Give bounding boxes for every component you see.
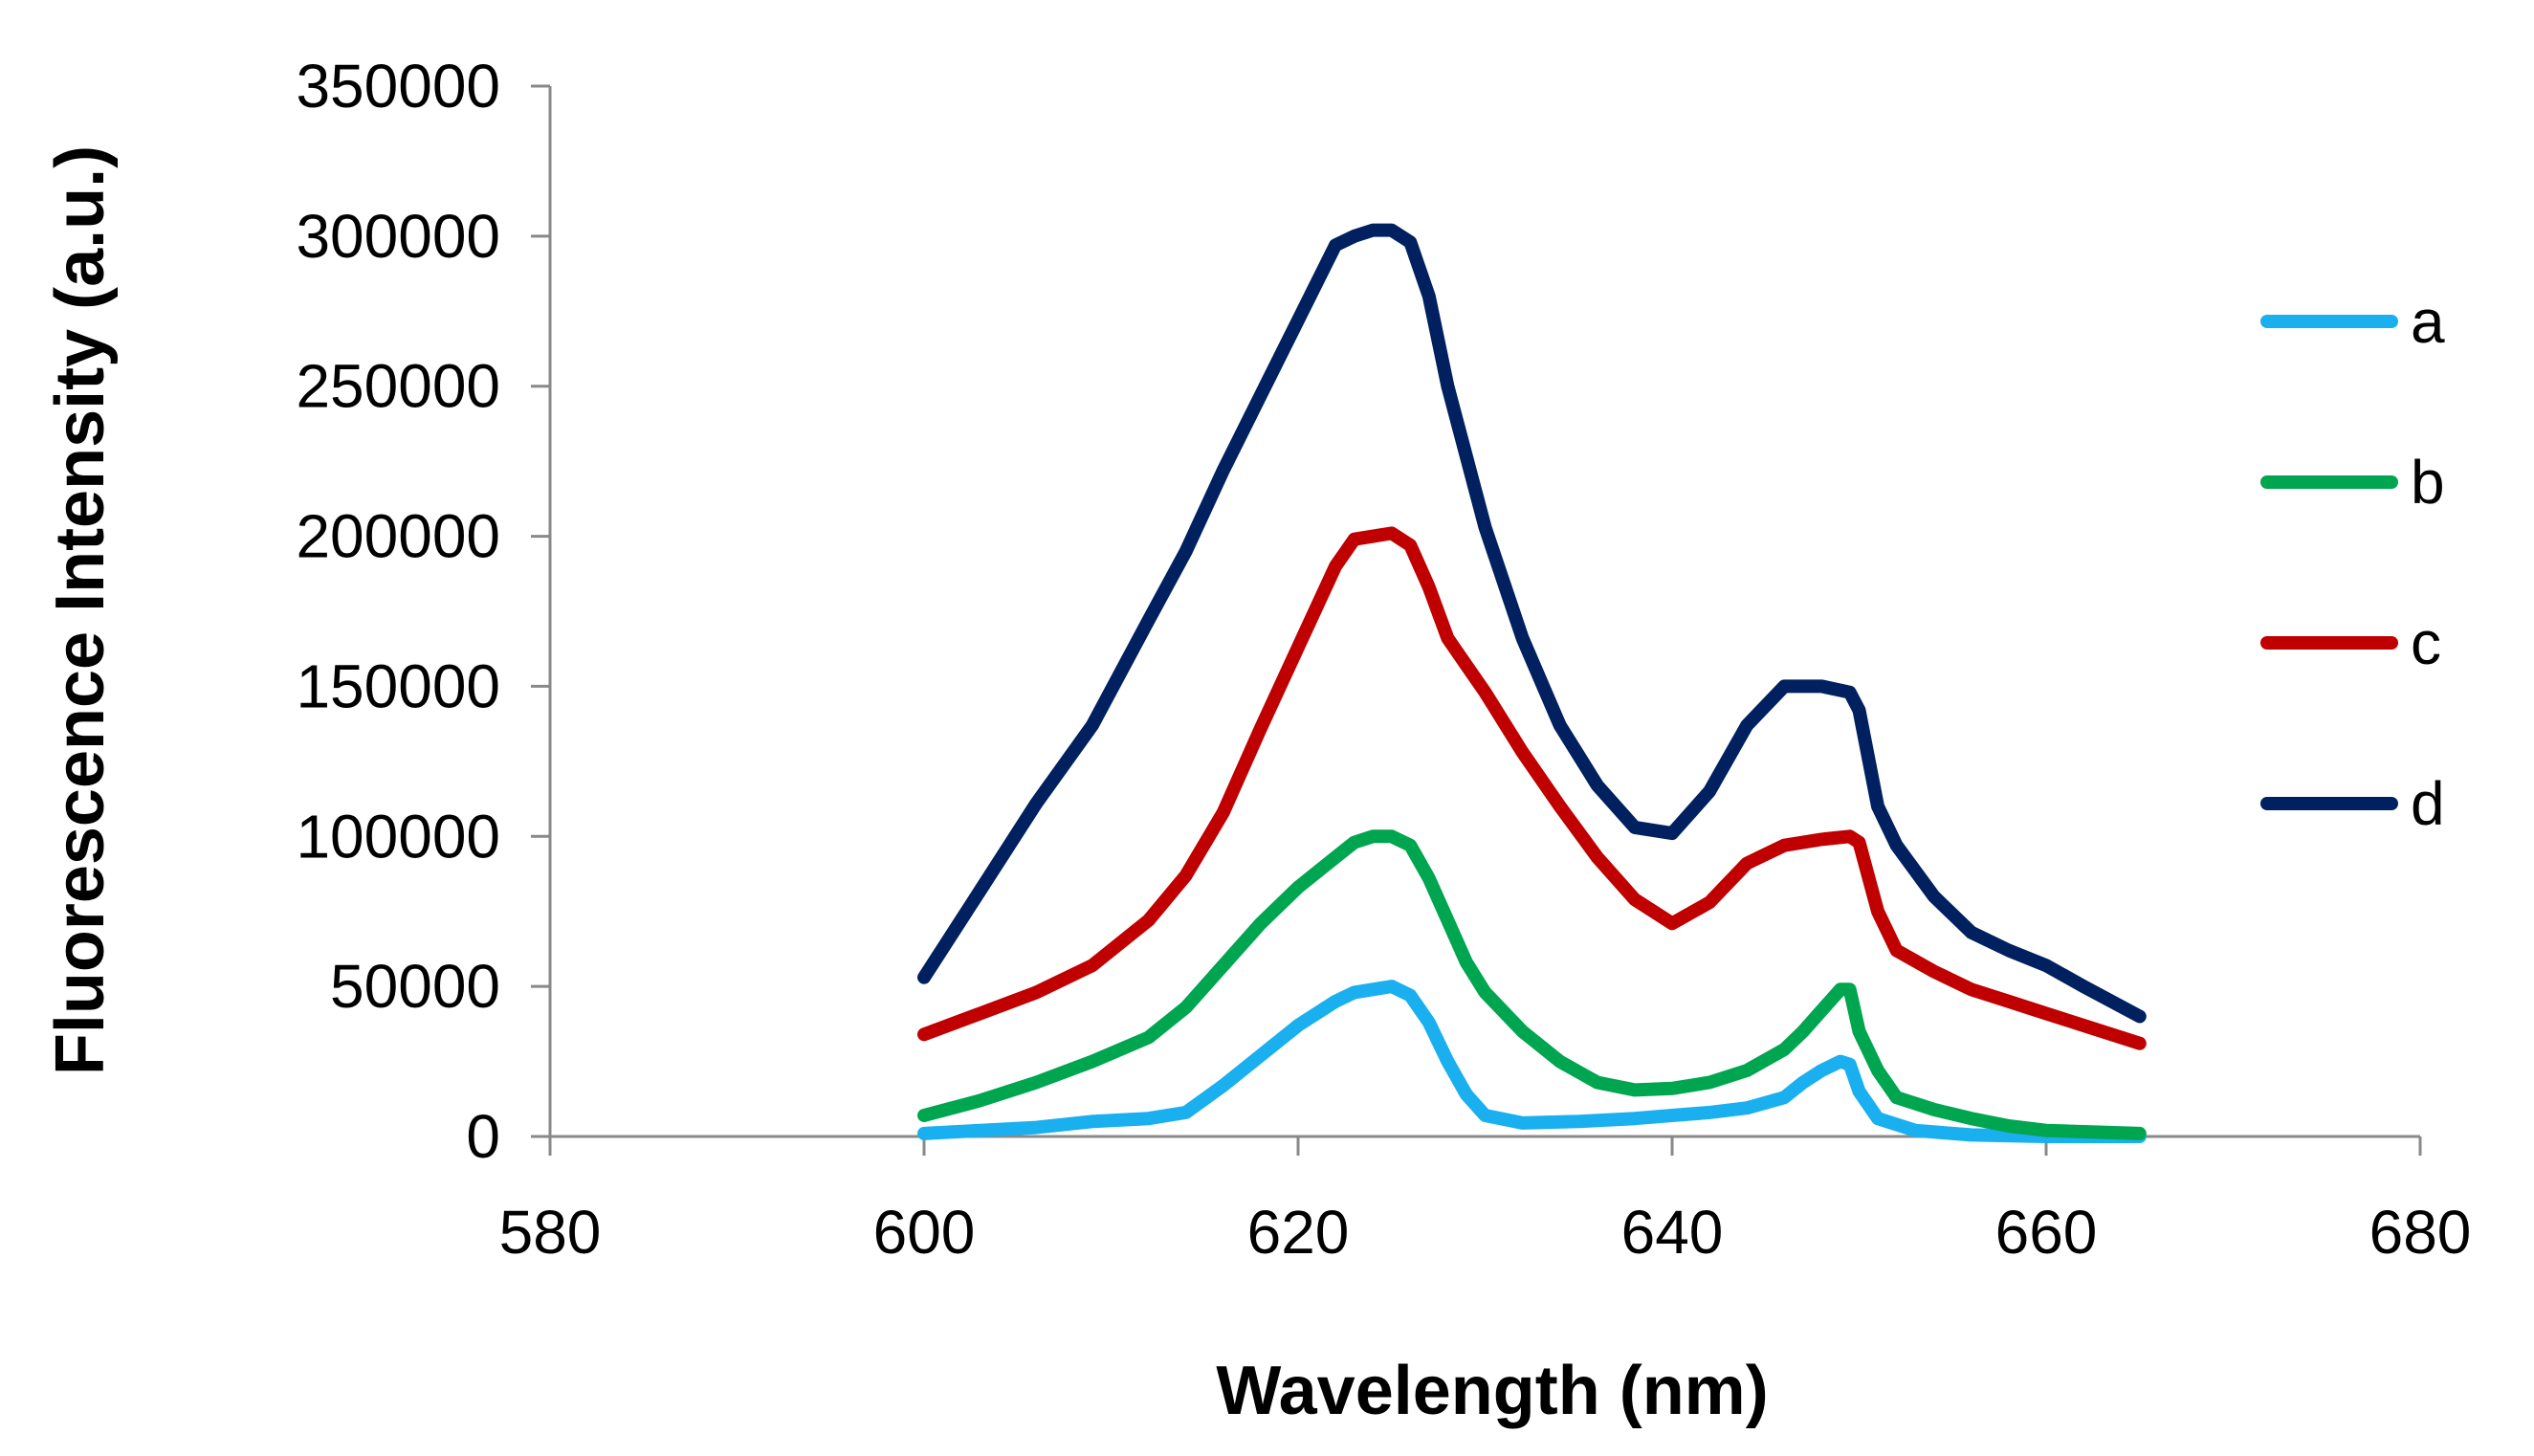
legend-label-d: d bbox=[2411, 769, 2445, 838]
legend: a b c d bbox=[2260, 287, 2445, 838]
x-axis-title: Wavelength (nm) bbox=[1216, 1353, 1768, 1429]
y-axis-ticks: 0 50000 100000 150000 200000 250000 300000 3500… bbox=[296, 52, 550, 1171]
x-tick-label: 600 bbox=[873, 1198, 976, 1267]
series-lines bbox=[917, 223, 2147, 1143]
y-axis-title: Fluorescence Intensity (a.u.) bbox=[42, 145, 119, 1075]
series-line-b bbox=[917, 829, 2147, 1140]
legend-label-b: b bbox=[2411, 448, 2445, 517]
x-tick-label: 580 bbox=[499, 1198, 602, 1267]
y-tick-label: 200000 bbox=[296, 502, 500, 571]
x-tick-label: 660 bbox=[1995, 1198, 2098, 1267]
y-tick-label: 100000 bbox=[296, 802, 500, 871]
legend-label-a: a bbox=[2411, 287, 2445, 356]
x-tick-label: 640 bbox=[1621, 1198, 1724, 1267]
y-tick-label: 150000 bbox=[296, 651, 500, 720]
y-tick-label: 0 bbox=[466, 1102, 500, 1171]
y-tick-label: 350000 bbox=[296, 52, 500, 121]
x-tick-label: 620 bbox=[1247, 1198, 1350, 1267]
y-tick-label: 300000 bbox=[296, 202, 500, 271]
x-tick-label: 680 bbox=[2369, 1198, 2472, 1267]
legend-label-c: c bbox=[2411, 608, 2441, 677]
y-tick-label: 250000 bbox=[296, 352, 500, 421]
series-line-c bbox=[917, 526, 2147, 1050]
y-tick-label: 50000 bbox=[330, 952, 500, 1021]
series-line-a bbox=[917, 980, 2147, 1143]
x-axis-ticks: 580 600 620 640 660 680 bbox=[499, 1136, 2472, 1267]
series-line-d bbox=[917, 223, 2147, 1024]
